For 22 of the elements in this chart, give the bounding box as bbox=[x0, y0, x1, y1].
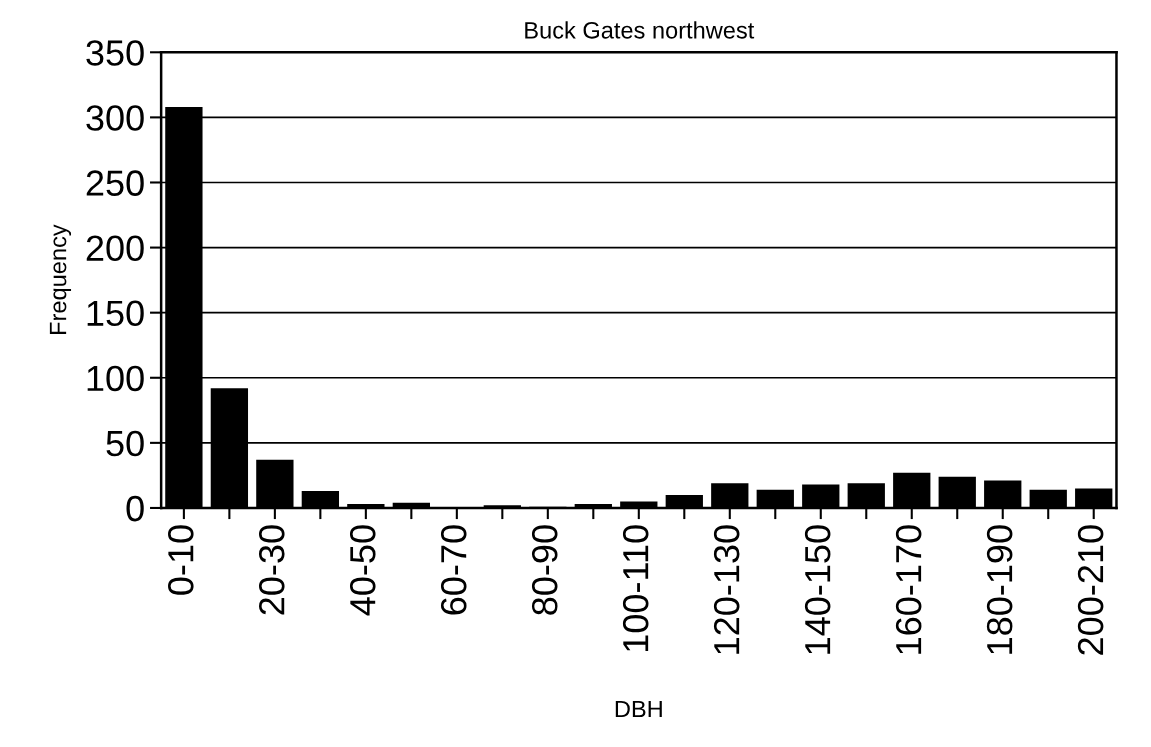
y-tick-label: 350 bbox=[86, 40, 144, 66]
x-tick-label: 60-70 bbox=[440, 525, 467, 615]
x-tick-label: 160-170 bbox=[895, 525, 922, 654]
y-tick-label: 300 bbox=[86, 105, 144, 131]
y-tick-label: 100 bbox=[87, 365, 144, 392]
y-tick-label: 50 bbox=[106, 430, 144, 457]
x-tick-label: 120-130 bbox=[713, 525, 740, 654]
x-tick-label: 140-150 bbox=[804, 525, 831, 654]
x-tick-label: 180-190 bbox=[986, 525, 1013, 654]
x-tick-label: 200-210 bbox=[1077, 525, 1104, 655]
y-axis-title: Frequency bbox=[49, 224, 72, 334]
y-tick-label: 0 bbox=[126, 495, 144, 522]
x-tick-label: 80-90 bbox=[531, 525, 558, 615]
y-tick-label: 250 bbox=[86, 170, 144, 196]
x-tick-label: 40-50 bbox=[349, 525, 376, 616]
x-tick-label: 100-110 bbox=[622, 525, 649, 652]
chart-title: Buck Gates northwest bbox=[525, 21, 755, 39]
x-tick-label: 20-30 bbox=[258, 525, 285, 615]
x-axis-title: DBH bbox=[615, 700, 662, 718]
y-tick-label: 200 bbox=[86, 235, 144, 262]
x-tick-label: 0-10 bbox=[168, 525, 194, 595]
y-tick-label: 150 bbox=[87, 300, 144, 327]
